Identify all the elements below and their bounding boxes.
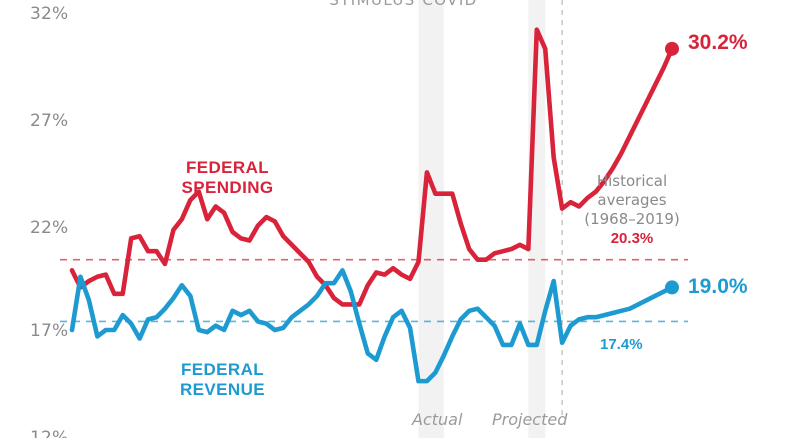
- revenue-endpoint-dot: [665, 280, 679, 295]
- projected-label: Projected: [492, 410, 568, 429]
- historical-averages-years: (1968–2019): [584, 210, 680, 228]
- y-tick-27: 27%: [30, 111, 69, 131]
- average-reference-lines: [60, 258, 688, 323]
- y-tick-12: 12%: [30, 428, 69, 438]
- series-label-spending-line1: FEDERAL: [185, 158, 270, 177]
- historical-averages-line1: Historical: [596, 172, 668, 190]
- y-tick-32: 32%: [30, 4, 69, 24]
- historical-average-spending-value: 20.3%: [610, 230, 654, 247]
- band-label-stimulus: STIMULUS: [329, 0, 416, 9]
- historical-average-revenue-value: 17.4%: [600, 336, 643, 353]
- series-label-federal-spending: FEDERAL SPENDING: [145, 158, 310, 198]
- series-label-revenue-line1: FEDERAL: [180, 360, 265, 379]
- band-label-covid: COVID: [422, 0, 478, 9]
- series-label-spending-line2: SPENDING: [181, 178, 274, 197]
- historical-averages-annotation: Historical averages (1968–2019) 20.3%: [552, 172, 712, 248]
- y-tick-22: 22%: [30, 218, 69, 238]
- spending-line: [69, 27, 675, 307]
- series-label-federal-revenue: FEDERAL REVENUE: [140, 360, 305, 400]
- series-label-revenue-line2: REVENUE: [180, 380, 265, 399]
- revenue-line: [69, 268, 675, 384]
- historical-averages-line2: averages: [597, 191, 667, 209]
- revenue-end-value-label: 19.0%: [688, 275, 748, 298]
- y-tick-17: 17%: [30, 321, 69, 341]
- spending-endpoint-dot: [665, 41, 679, 56]
- spending-end-value-label: 30.2%: [688, 31, 748, 54]
- actual-label: Actual: [412, 410, 463, 429]
